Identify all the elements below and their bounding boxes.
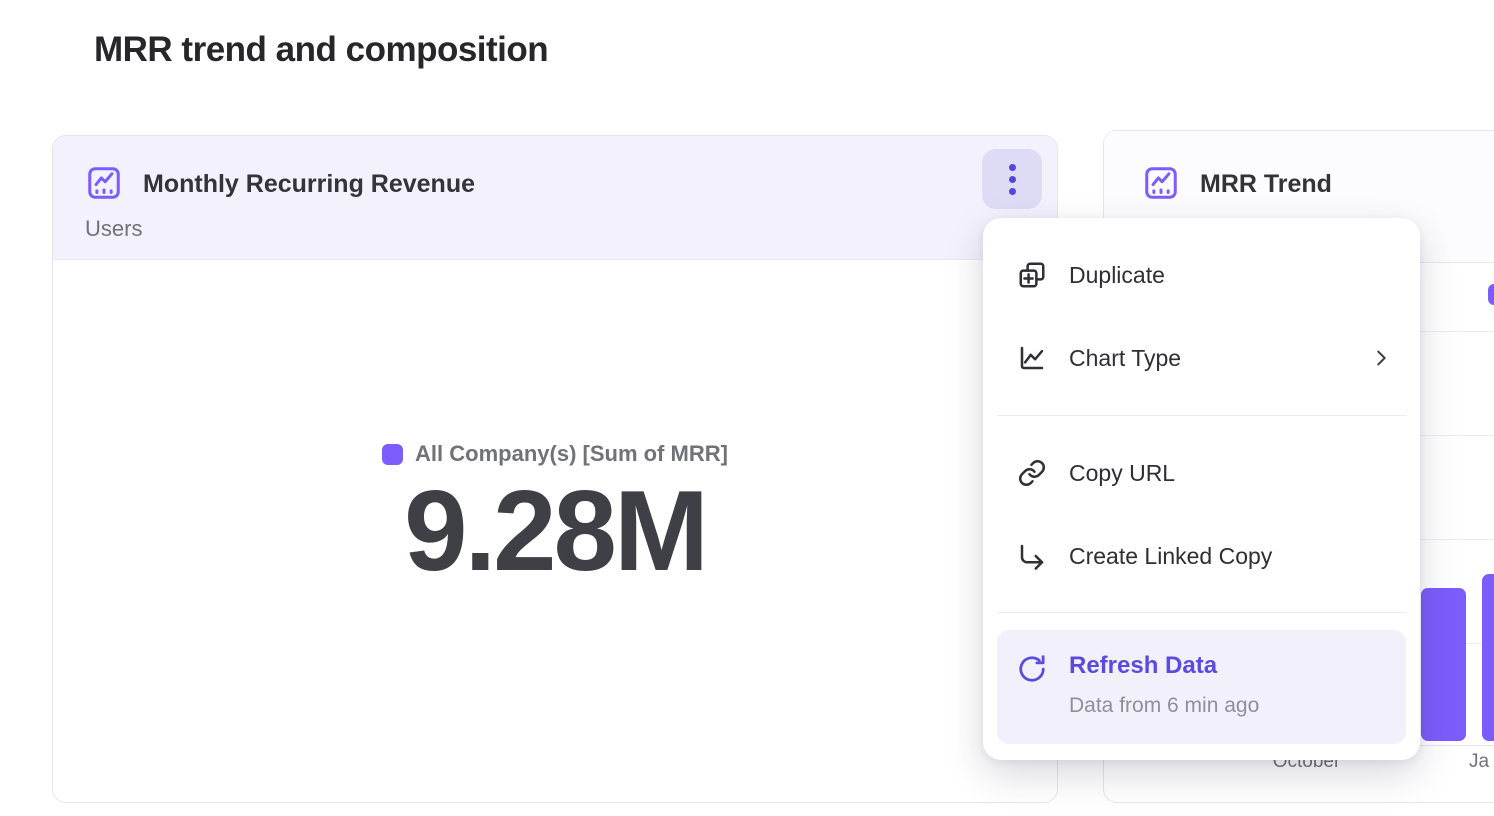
card-options-button[interactable] [982, 149, 1042, 209]
mrr-card-header: Monthly Recurring Revenue Users [53, 136, 1057, 260]
refresh-icon [1017, 654, 1047, 684]
menu-divider [997, 612, 1406, 613]
x-tick-label: Ja [1469, 751, 1490, 772]
bar-january[interactable] [1482, 574, 1494, 741]
menu-item-chart-type[interactable]: Chart Type [983, 323, 1420, 393]
monthly-recurring-revenue-card: Monthly Recurring Revenue Users All Comp… [52, 135, 1058, 803]
duplicate-icon [1017, 260, 1047, 290]
page-title: MRR trend and composition [94, 30, 549, 69]
menu-item-duplicate[interactable]: Duplicate [983, 240, 1420, 310]
kpi-legend: All Company(s) [Sum of MRR] [53, 441, 1057, 467]
chevron-right-icon [1370, 347, 1392, 369]
menu-item-create-linked-copy[interactable]: Create Linked Copy [983, 521, 1420, 591]
card-title: Monthly Recurring Revenue [143, 170, 475, 198]
chart-badge-icon [85, 164, 123, 202]
link-icon [1017, 458, 1047, 488]
linked-copy-icon [1017, 541, 1047, 571]
legend-swatch [1488, 284, 1494, 305]
chart-type-icon [1017, 343, 1047, 373]
card-subtitle: Users [85, 216, 143, 241]
card-title: MRR Trend [1200, 170, 1332, 198]
menu-divider [997, 415, 1406, 416]
menu-item-refresh-data[interactable]: Refresh Data Data from 6 min ago [997, 630, 1406, 744]
legend-swatch [382, 443, 404, 465]
menu-item-label: Duplicate [1069, 261, 1165, 288]
card-options-menu: Duplicate Chart Type Copy URL [983, 218, 1420, 760]
menu-item-sublabel: Data from 6 min ago [1069, 694, 1260, 717]
bar-october[interactable] [1421, 588, 1466, 741]
menu-item-label: Chart Type [1069, 344, 1182, 371]
menu-item-label: Refresh Data [1069, 652, 1218, 679]
menu-item-label: Create Linked Copy [1069, 542, 1273, 569]
kpi-value: 9.28M [404, 468, 709, 595]
legend-label: All Company(s) [Sum of MRR] [415, 441, 728, 466]
menu-item-label: Copy URL [1069, 459, 1176, 486]
chart-badge-icon [1142, 164, 1180, 202]
menu-item-copy-url[interactable]: Copy URL [983, 438, 1420, 508]
kebab-menu-icon [1008, 163, 1016, 195]
